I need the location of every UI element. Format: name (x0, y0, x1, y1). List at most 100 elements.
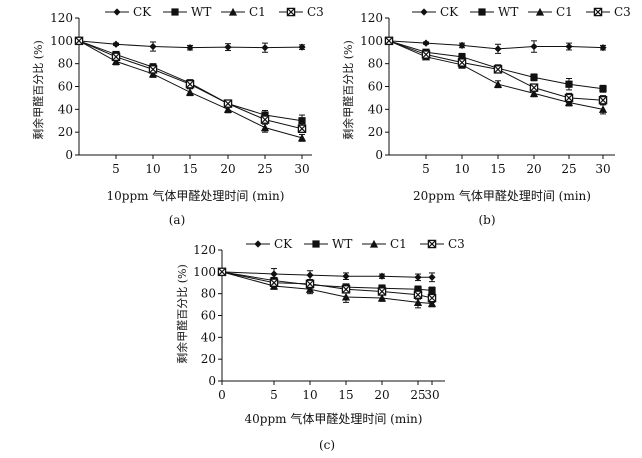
data-point (111, 52, 121, 62)
legend-marker (369, 239, 379, 248)
x-axis-label: 20ppm 气体甲醛处理时间 (min) (413, 188, 591, 203)
y-tick-label: 100 (360, 34, 383, 48)
legend-label: C1 (556, 5, 573, 19)
x-tick-label: 20 (526, 162, 541, 176)
chart-panel-1: 0 20 40 60 80 100 120 5 10 15 20 25 30 CK WT C1 C3 10ppm … (31, 5, 324, 227)
x-tick-label: 15 (182, 162, 197, 176)
data-point (305, 285, 315, 293)
data-point (599, 44, 607, 52)
panel-caption: (c) (319, 438, 335, 452)
data-point (530, 73, 538, 81)
data-point (148, 69, 158, 78)
legend-marker (228, 7, 238, 16)
data-point (428, 286, 436, 294)
x-tick-label: 5 (422, 162, 430, 176)
x-tick-label: 15 (490, 162, 505, 176)
legend-label: WT (332, 237, 352, 251)
data-point (413, 290, 423, 300)
data-point (598, 105, 608, 113)
x-tick-label: 30 (424, 388, 439, 402)
data-point (185, 88, 195, 96)
y-tick-label: 60 (368, 80, 383, 94)
legend-label: WT (498, 5, 518, 19)
x-tick-label: 5 (270, 388, 278, 402)
data-point (458, 41, 466, 49)
series-ck (385, 37, 607, 54)
data-point (148, 65, 158, 74)
legend-marker (420, 8, 428, 16)
data-point (305, 279, 315, 289)
data-point (298, 43, 306, 51)
x-tick-label: 10 (145, 162, 160, 176)
data-point (74, 36, 84, 46)
x-tick-label: 5 (112, 162, 120, 176)
legend: CK WT C1 C3 (412, 5, 631, 19)
data-point (414, 285, 422, 293)
y-tick-label: 20 (201, 352, 216, 366)
legend-label: CK (274, 237, 293, 251)
data-point (270, 270, 278, 278)
y-tick-label: 20 (368, 125, 383, 139)
data-point (599, 85, 607, 93)
legend-item-ck: CK (105, 5, 152, 19)
x-tick-label: 20 (374, 388, 389, 402)
legend-item-c3: C3 (279, 5, 324, 19)
y-tick-label: 40 (58, 102, 73, 116)
legend-marker (254, 240, 262, 248)
y-tick-label: 80 (201, 287, 216, 301)
data-point (529, 89, 539, 97)
legend-marker (478, 8, 486, 16)
legend-label: C3 (448, 237, 465, 251)
data-point (185, 79, 195, 89)
y-tick-label: 80 (58, 57, 73, 71)
x-axis-label: 10ppm 气体甲醛处理时间 (min) (107, 188, 285, 203)
data-point (149, 42, 157, 51)
data-point (298, 117, 306, 125)
data-point (384, 36, 394, 46)
data-point (112, 40, 120, 48)
data-point (377, 293, 387, 302)
series-ck (218, 268, 436, 283)
x-tick-label: 10 (302, 388, 317, 402)
data-point (261, 44, 269, 52)
y-tick-label: 80 (368, 57, 383, 71)
x-tick-label: 10 (454, 162, 469, 176)
legend-label: CK (133, 5, 152, 19)
legend-item-wt: WT (470, 5, 518, 19)
legend: CK WT C1 C3 (105, 5, 324, 19)
data-point (297, 133, 307, 142)
legend-marker (427, 239, 437, 249)
data-point (217, 267, 227, 277)
legend-label: C1 (390, 237, 407, 251)
legend-item-c1: C1 (221, 5, 266, 19)
data-point (186, 44, 194, 52)
data-point (378, 272, 386, 280)
y-tick-label: 0 (208, 374, 216, 388)
data-point (260, 123, 270, 132)
data-point (565, 80, 573, 88)
data-point (342, 272, 350, 280)
data-point (422, 39, 430, 47)
series-c3 (74, 36, 307, 133)
legend-label: WT (191, 5, 211, 19)
series-c3 (384, 36, 608, 106)
data-point (565, 42, 573, 51)
y-tick-label: 40 (201, 330, 216, 344)
legend-marker (171, 8, 179, 16)
legend-marker (113, 8, 121, 16)
legend-marker (535, 7, 545, 16)
data-point (421, 50, 431, 59)
data-point (428, 273, 436, 281)
legend-label: CK (440, 5, 459, 19)
data-point (529, 83, 539, 92)
legend-marker (312, 240, 320, 248)
data-point (341, 292, 351, 301)
series-wt (218, 268, 436, 295)
data-point (223, 99, 233, 108)
x-tick-label: 30 (595, 162, 610, 176)
legend-item-ck: CK (246, 237, 293, 251)
y-tick-label: 100 (50, 34, 73, 48)
series-c1 (217, 267, 437, 309)
data-point (306, 271, 314, 279)
